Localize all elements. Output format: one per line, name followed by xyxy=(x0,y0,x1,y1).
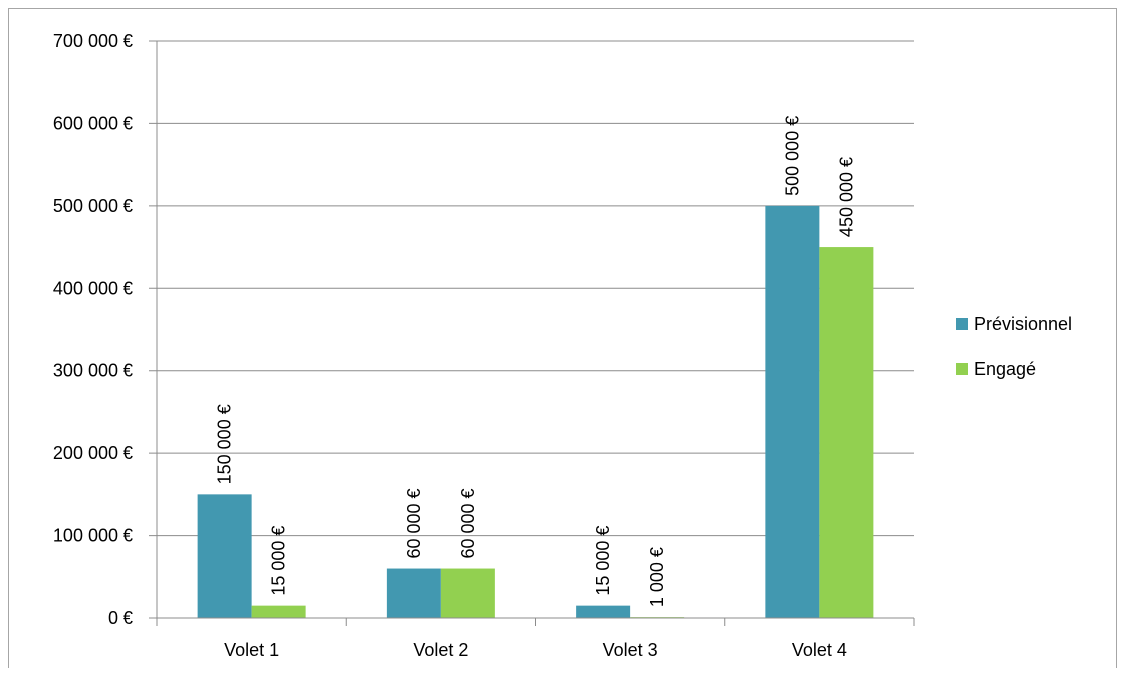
bar-previsionnel xyxy=(386,568,441,618)
y-tick-label: 500 000 € xyxy=(53,196,133,216)
bars xyxy=(197,205,874,619)
data-labels: 150 000 € 15 000 € 60 000 € 60 000 € 15 000 … xyxy=(215,116,857,607)
data-label: 150 000 € xyxy=(215,404,235,484)
data-label: 60 000 € xyxy=(404,488,424,558)
y-tick-label: 200 000 € xyxy=(53,443,133,463)
y-tick-label: 700 000 € xyxy=(53,31,133,51)
bar-engage xyxy=(251,605,306,618)
legend-item-engage: Engagé xyxy=(956,357,1072,381)
legend-label-previsionnel: Prévisionnel xyxy=(974,313,1073,334)
legend-label-engage: Engagé xyxy=(974,358,1037,379)
bar-previsionnel xyxy=(576,605,631,618)
data-label: 500 000 € xyxy=(782,116,802,196)
x-tick-label: Volet 1 xyxy=(224,640,279,660)
x-tick-label: Volet 2 xyxy=(413,640,468,660)
data-label: 15 000 € xyxy=(269,526,289,596)
x-axis: Volet 1 Volet 2 Volet 3 Volet 4 xyxy=(156,617,915,660)
legend-swatch-engage xyxy=(956,363,968,375)
x-tick-label: Volet 3 xyxy=(603,640,658,660)
bar-previsionnel xyxy=(765,205,820,618)
bar-engage xyxy=(440,568,495,618)
y-tick-label: 100 000 € xyxy=(53,526,133,546)
legend-item-previsionnel: Prévisionnel xyxy=(956,312,1072,336)
data-label: 60 000 € xyxy=(458,488,478,558)
bar-previsionnel xyxy=(197,494,252,618)
data-label: 1 000 € xyxy=(647,547,667,607)
y-tick-label: 400 000 € xyxy=(53,278,133,298)
y-tick-label: 600 000 € xyxy=(53,113,133,133)
chart-frame xyxy=(8,8,1117,668)
legend-swatch-previsionnel xyxy=(956,318,968,330)
data-label: 15 000 € xyxy=(593,526,613,596)
bar-engage xyxy=(819,247,874,619)
y-tick-label: 0 € xyxy=(108,608,133,628)
y-axis-tick-labels: 0 € 100 000 € 200 000 € 300 000 € 400 000 € 5… xyxy=(53,31,133,628)
x-tick-label: Volet 4 xyxy=(792,640,847,660)
legend: Prévisionnel Engagé xyxy=(956,312,1072,402)
data-label: 450 000 € xyxy=(836,157,856,237)
y-tick-label: 300 000 € xyxy=(53,361,133,381)
